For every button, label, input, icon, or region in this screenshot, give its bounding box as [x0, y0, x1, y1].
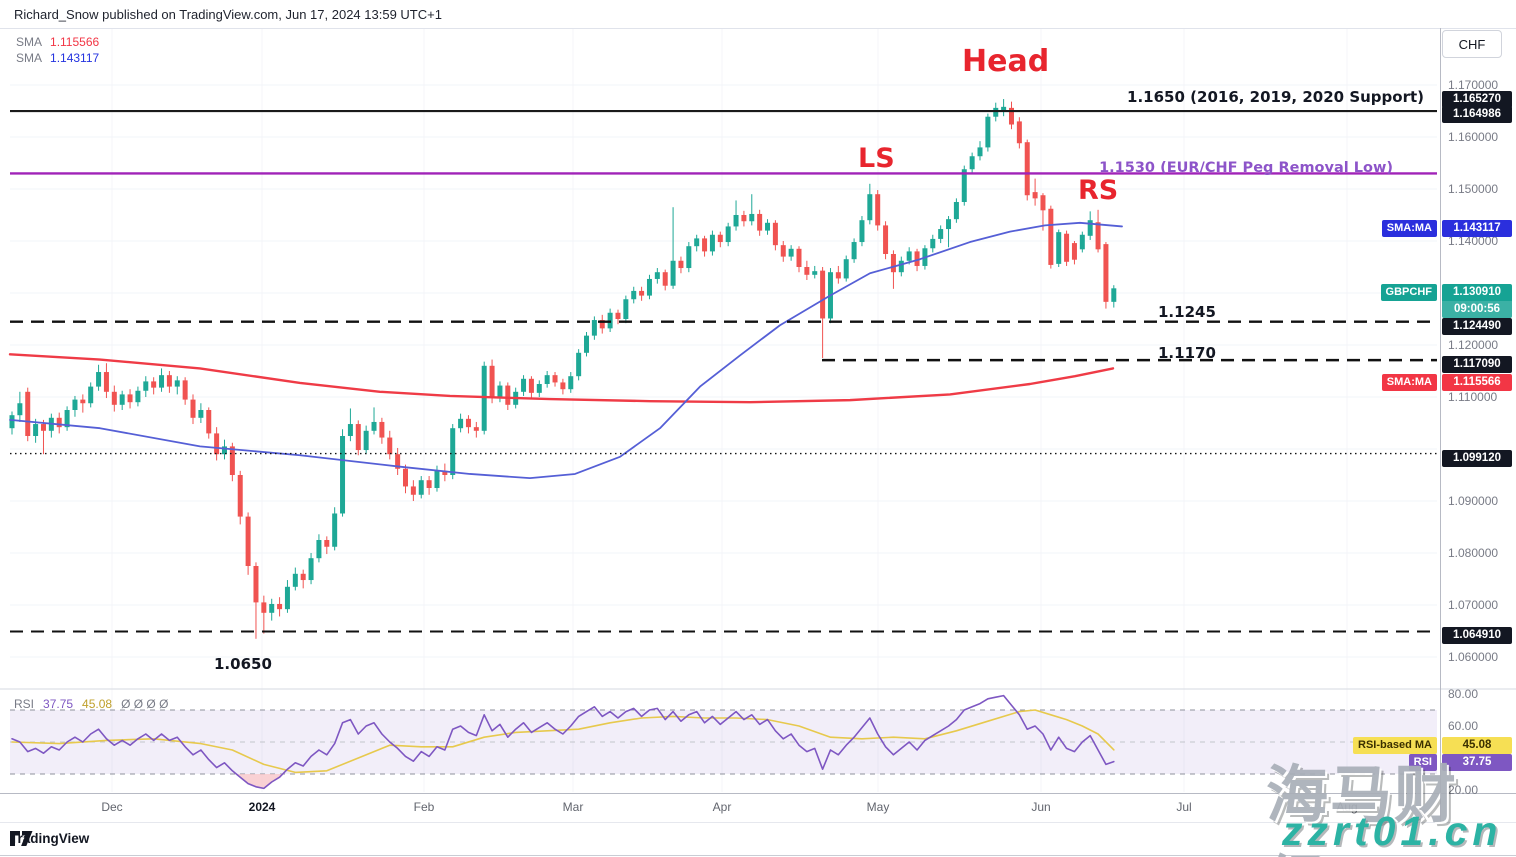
series-tag: SMA:MA: [1381, 374, 1437, 391]
price-axis-tick: 1.170000: [1448, 78, 1499, 92]
chart-annotation: 1.1530 (EUR/CHF Peg Removal Low): [1099, 160, 1393, 176]
candles[interactable]: [9, 99, 1117, 639]
series-tag: GBPCHF: [1380, 284, 1437, 301]
tradingview-logo[interactable]: TradingView: [10, 831, 89, 846]
chart-annotation: 1.1650 (2016, 2019, 2020 Support): [1127, 88, 1424, 106]
time-axis-label: 2024: [248, 800, 276, 814]
series-tag: SMA:MA: [1381, 220, 1437, 237]
price-axis-tick: 1.080000: [1448, 546, 1499, 560]
price-axis-label-box: 37.75: [1442, 754, 1512, 771]
rsi-legend-title: RSI: [14, 697, 35, 711]
chart-annotation: 1.0650: [214, 655, 272, 673]
time-axis-label: Jun: [1031, 800, 1051, 814]
sma-fast-legend-row[interactable]: SMA 1.143117: [16, 50, 99, 66]
time-axis-label: Mar: [562, 800, 584, 814]
sma-fast-label: SMA: [16, 51, 43, 65]
rsi-legend-value: 37.75: [43, 697, 74, 711]
pane-borders: [0, 28, 1516, 856]
sma-slow-legend-row[interactable]: SMA 1.115566: [16, 34, 99, 50]
tradingview-logo-icon: [10, 831, 33, 846]
price-axis-label-box: 1.117090: [1442, 356, 1512, 373]
time-axis-label: Dec: [101, 800, 123, 814]
chart-annotation: RS: [1078, 175, 1119, 206]
rsi-axis-tick: 20.00: [1448, 783, 1479, 797]
price-axis-label-box: 1.143117: [1442, 220, 1512, 237]
price-axis-tick: 1.140000: [1448, 234, 1499, 248]
publisher-line: Richard_Snow published on TradingView.co…: [14, 7, 442, 22]
price-axis-label-box: 45.08: [1442, 737, 1512, 754]
chart-annotation: LS: [858, 143, 895, 174]
grid: [10, 29, 1437, 792]
chart-annotation: Head: [962, 44, 1050, 79]
price-axis-tick: 1.160000: [1448, 130, 1499, 144]
time-axis-label: Apr: [712, 800, 732, 814]
price-axis-tick: 1.060000: [1448, 650, 1499, 664]
sma-fast-value: 1.143117: [50, 51, 100, 65]
price-axis-label-box: 1.130910 09:00:56: [1442, 284, 1512, 318]
rsi-band: [10, 709, 1437, 775]
chart-annotation: 1.1245: [1158, 303, 1216, 321]
chart-annotation: 1.1170: [1158, 344, 1216, 362]
rsi-legend[interactable]: RSI 37.75 45.08 Ø Ø Ø Ø: [14, 697, 168, 711]
rsi-axis-tick: 60.00: [1448, 719, 1479, 733]
rsi-oversold-fill: [236, 774, 283, 789]
sma-slow-value: 1.115566: [50, 35, 100, 49]
rsi-axis-tick: 80.00: [1448, 687, 1479, 701]
time-axis-label: Feb: [413, 800, 435, 814]
price-axis-label-box: 1.124490: [1442, 318, 1512, 335]
price-axis-tick: 1.150000: [1448, 182, 1499, 196]
series-tag: RSI-based MA: [1353, 737, 1437, 754]
price-axis-label-box: 1.099120: [1442, 450, 1512, 467]
price-axis-tick: 1.090000: [1448, 494, 1499, 508]
price-axis-label-box: 1.064910: [1442, 627, 1512, 644]
price-axis-tick: 1.110000: [1448, 390, 1498, 404]
time-axis-label: May: [866, 800, 890, 814]
price-axis-tick: 1.070000: [1448, 598, 1499, 612]
rsi-legend-extras: Ø Ø Ø Ø: [121, 697, 169, 711]
time-axis-label: Aug: [1336, 800, 1358, 814]
rsi-line: [11, 694, 1115, 790]
sma-slow-label: SMA: [16, 35, 43, 49]
watermark-site: zzrt01.cn: [1282, 808, 1503, 854]
series-tag: RSI: [1408, 754, 1437, 771]
time-axis-label: Jul: [1176, 800, 1192, 814]
rsi-legend-ma-value: 45.08: [82, 697, 113, 711]
sma-fast-line: [9, 221, 1123, 480]
price-axis-label-box: 1.165270: [1442, 91, 1512, 108]
indicator-legend[interactable]: SMA 1.115566 SMA 1.143117: [16, 34, 99, 66]
sma-slow-line: [8, 353, 1115, 404]
price-axis-label-box: 1.115566: [1442, 374, 1512, 391]
currency-unit-button[interactable]: CHF: [1442, 30, 1502, 58]
countdown-timer: 09:00:56: [1442, 301, 1512, 318]
price-axis-tick: 1.120000: [1448, 338, 1499, 352]
price-axis-label-box: 1.164986: [1442, 106, 1512, 123]
watermark-chinese: 海马财经: [1266, 761, 1459, 857]
rsi-ma-line: [11, 709, 1115, 774]
level-lines[interactable]: [10, 109, 1437, 633]
